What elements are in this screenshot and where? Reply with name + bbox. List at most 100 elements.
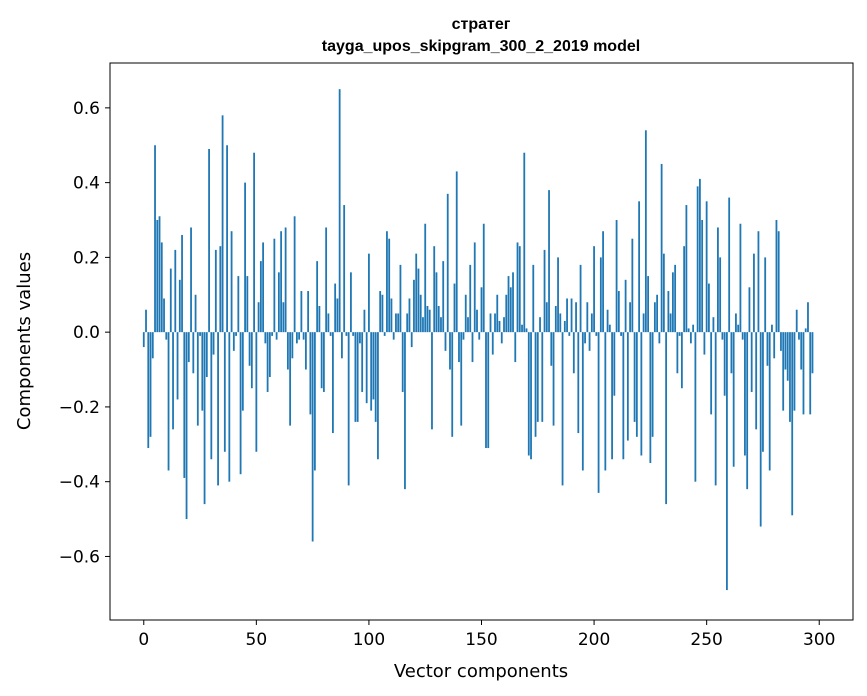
bar-286: [786, 332, 789, 381]
bar-95: [356, 332, 359, 422]
bar-66: [291, 332, 294, 359]
bar-271: [753, 253, 755, 333]
bar-266: [741, 332, 744, 340]
bar-45: [244, 182, 246, 333]
bar-234: [669, 313, 672, 333]
bar-235: [671, 272, 674, 333]
bar-291: [798, 332, 800, 340]
bar-47: [248, 332, 251, 366]
bar-131: [437, 305, 440, 333]
bar-178: [543, 249, 546, 333]
bar-162: [507, 276, 510, 333]
bar-224: [647, 276, 650, 333]
bar-230: [660, 163, 663, 333]
bar-223: [644, 130, 647, 333]
bar-293: [802, 332, 805, 415]
bar-101: [370, 332, 373, 411]
bar-99: [365, 332, 368, 404]
bar-3: [149, 332, 152, 437]
bar-57: [271, 332, 274, 336]
bar-12: [169, 268, 172, 333]
bar-157: [496, 294, 499, 333]
bar-29: [208, 148, 210, 333]
bar-139: [455, 171, 458, 333]
bar-110: [390, 298, 393, 333]
bar-277: [766, 332, 769, 366]
bar-203: [599, 257, 602, 333]
bar-98: [363, 309, 366, 333]
bars-group: [142, 89, 814, 591]
bar-86: [336, 298, 339, 333]
bar-212: [620, 332, 622, 336]
bar-190: [570, 298, 573, 333]
bar-144: [467, 317, 469, 333]
bar-244: [692, 324, 695, 333]
bar-119: [410, 332, 413, 348]
bar-21: [190, 227, 192, 333]
x-tick-label-150: 150: [465, 630, 497, 650]
y-tick-label-5: 0.4: [73, 174, 100, 194]
bar-294: [804, 328, 807, 333]
x-axis-label: Vector components: [394, 661, 568, 682]
bar-169: [523, 152, 526, 333]
y-tick-label-4: 0.2: [73, 248, 100, 268]
bar-63: [284, 227, 287, 333]
bar-62: [282, 302, 285, 333]
bar-143: [464, 294, 467, 333]
bar-109: [388, 238, 391, 333]
bar-198: [588, 332, 591, 351]
bar-181: [550, 332, 553, 366]
bar-288: [791, 332, 794, 516]
bar-33: [217, 332, 219, 486]
bar-40: [232, 332, 235, 351]
bar-227: [653, 302, 656, 333]
bar-51: [257, 302, 260, 333]
bar-140: [458, 332, 460, 363]
bar-31: [212, 332, 215, 355]
bar-154: [489, 313, 492, 333]
bar-112: [395, 313, 397, 333]
bar-77: [316, 261, 319, 333]
bar-199: [590, 313, 593, 333]
bar-114: [399, 264, 402, 333]
bar-26: [201, 332, 204, 411]
bar-163: [509, 287, 512, 333]
bar-214: [624, 279, 627, 333]
bar-216: [629, 302, 631, 333]
bar-22: [192, 332, 195, 374]
bar-270: [750, 332, 753, 392]
x-tick-label-300: 300: [803, 630, 835, 650]
bar-90: [345, 332, 348, 336]
bar-161: [505, 294, 508, 333]
bar-276: [764, 257, 767, 333]
bar-10: [165, 332, 168, 340]
bar-115: [401, 332, 404, 392]
bar-17: [181, 234, 183, 333]
bar-268: [746, 332, 749, 490]
bar-287: [789, 332, 791, 422]
bar-194: [579, 264, 582, 333]
bar-138: [453, 283, 456, 333]
bar-245: [694, 332, 697, 482]
bar-228: [656, 294, 659, 333]
bar-186: [561, 332, 564, 486]
bar-76: [313, 332, 316, 471]
y-tick-label-2: −0.2: [59, 398, 100, 418]
y-axis: −0.6 −0.4 −0.2 0.0 0.2 0.4 0.6: [59, 99, 110, 567]
bar-32: [214, 249, 217, 333]
bar-55: [266, 332, 269, 392]
bar-58: [273, 238, 276, 333]
bar-180: [548, 190, 550, 333]
bar-289: [793, 332, 796, 411]
bar-38: [228, 332, 231, 482]
bar-18: [183, 332, 186, 478]
bar-220: [638, 201, 641, 333]
bar-281: [775, 220, 778, 333]
bar-94: [354, 332, 357, 422]
bar-39: [230, 231, 233, 333]
bar-262: [732, 332, 735, 467]
bar-73: [307, 291, 310, 333]
bar-258: [723, 332, 726, 396]
